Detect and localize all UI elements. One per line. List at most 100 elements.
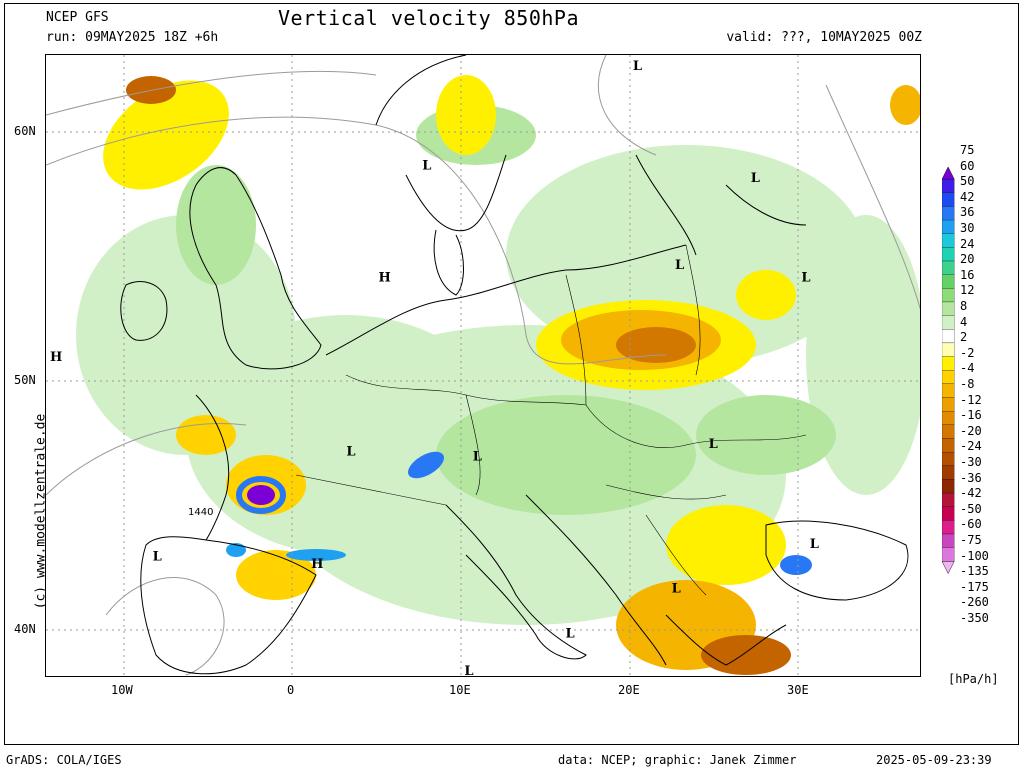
low-pressure-marker: L [810,537,819,552]
isobars [46,55,920,676]
colorbar-tick-label: -260 [960,595,989,610]
low-pressure-marker: L [473,450,482,465]
colorbar-swatch [942,438,955,453]
coastlines [120,55,909,675]
colorbar-swatch [942,178,955,193]
low-pressure-marker: L [801,270,810,285]
colorbar-swatch [942,547,955,562]
pressure-centers: H H H L L L L L L L L L L L L L [50,59,819,677]
colorbar-swatch [942,192,955,207]
run-time-label: run: 09MAY2025 18Z +6h [46,30,219,45]
low-pressure-marker: L [346,445,355,460]
colorbar-swatch [942,274,955,289]
colorbar-swatch [942,451,955,466]
colorbar-swatch [942,383,955,398]
graticule [46,55,920,676]
colorbar-tick-label: 42 [960,189,975,204]
colorbar-swatch [942,533,955,548]
footer-credits: data: NCEP; graphic: Janek Zimmer [558,753,797,767]
colorbar-tick-label: -135 [960,564,989,579]
model-source-label: NCEP GFS [46,10,109,25]
high-pressure-marker: H [50,350,62,365]
colorbar-tick-label: -100 [960,548,989,563]
high-pressure-marker: H [311,557,323,572]
colorbar-swatch [942,370,955,385]
colorbar-tick-label: 24 [960,236,975,251]
colorbar-tick-label: -36 [960,470,982,485]
colorbar-swatch [942,219,955,234]
colorbar-tick-label: 20 [960,252,975,267]
colorbar-tick-label: -30 [960,455,982,469]
lon-label-30e: 30E [787,683,809,697]
low-pressure-marker: L [675,258,684,273]
colorbar-swatch [942,356,955,371]
colorbar-tick-label: -12 [960,392,982,407]
colorbar-tick-label: 36 [960,205,975,220]
map-canvas: H H H L L L L L L L L L L L L L [46,55,920,677]
colorbar-swatch [942,424,955,439]
colorbar-bottom-arrow [942,561,955,575]
low-pressure-marker: L [672,582,681,597]
colorbar-swatch [942,397,955,412]
low-pressure-marker: L [464,664,473,677]
colorbar-swatch [942,329,955,344]
low-pressure-marker: L [565,626,574,641]
country-borders [295,244,807,596]
map-panel[interactable]: H H H L L L L L L L L L L L L L 1440 [45,54,921,677]
colorbar-swatch [942,520,955,535]
low-pressure-marker: L [751,171,760,186]
lat-label-40n: 40N [14,622,36,636]
lon-label-0: 0 [287,683,295,697]
colorbar-tick-label: -2 [960,345,975,360]
colorbar-swatch [942,233,955,248]
footer-software: GrADS: COLA/IGES [6,753,122,767]
colorbar-swatch [942,288,955,303]
colorbar-tick-label: -42 [960,486,982,501]
colorbar [942,166,955,575]
low-pressure-marker: L [709,437,718,452]
colorbar-tick-label: -350 [960,611,989,625]
colorbar-swatch [942,506,955,521]
colorbar-tick-label: 16 [960,267,975,282]
colorbar-swatch [942,465,955,480]
colorbar-tick-label: 30 [960,221,975,235]
colorbar-tick-label: 4 [960,314,968,329]
colorbar-swatch [942,411,955,425]
colorbar-tick-label: -4 [960,361,975,376]
lat-label-50n: 50N [14,373,36,387]
pressure-value-label: 1440 [188,507,214,518]
colorbar-unit: [hPa/h] [948,672,999,686]
colorbar-swatch [942,260,955,275]
lon-label-10w: 10W [111,683,133,697]
figure-frame [4,3,1019,745]
footer-timestamp: 2025-05-09-23:39 [876,753,992,767]
colorbar-tick-label: -16 [960,408,982,423]
colorbar-tick-label: 75 [960,143,975,157]
lon-label-20e: 20E [618,683,640,697]
colorbar-tick-label: -60 [960,517,982,532]
colorbar-top-arrow [942,166,955,180]
colorbar-tick-label: 2 [960,330,968,345]
chart-title: Vertical velocity 850hPa [278,6,579,30]
colorbar-swatch [942,206,955,221]
colorbar-swatch [942,315,955,330]
valid-time-label: valid: ???, 10MAY2025 00Z [726,30,922,45]
lat-label-60n: 60N [14,124,36,138]
colorbar-tick-label: -175 [960,579,989,594]
colorbar-tick-label: -50 [960,501,982,516]
colorbar-swatch [942,301,955,316]
colorbar-tick-label: 8 [960,299,968,313]
colorbar-swatch [942,247,955,262]
colorbar-swatch [942,479,955,494]
high-pressure-marker: H [379,270,391,285]
colorbar-tick-label: -20 [960,423,982,438]
colorbar-swatch [942,342,955,357]
colorbar-tick-label: 12 [960,283,975,298]
colorbar-swatch [942,492,955,507]
low-pressure-marker: L [153,549,162,564]
colorbar-tick-label: 60 [960,158,975,173]
colorbar-tick-label: 50 [960,174,975,189]
low-pressure-marker: L [633,59,642,74]
lon-label-10e: 10E [449,683,471,697]
colorbar-tick-label: -75 [960,533,982,547]
